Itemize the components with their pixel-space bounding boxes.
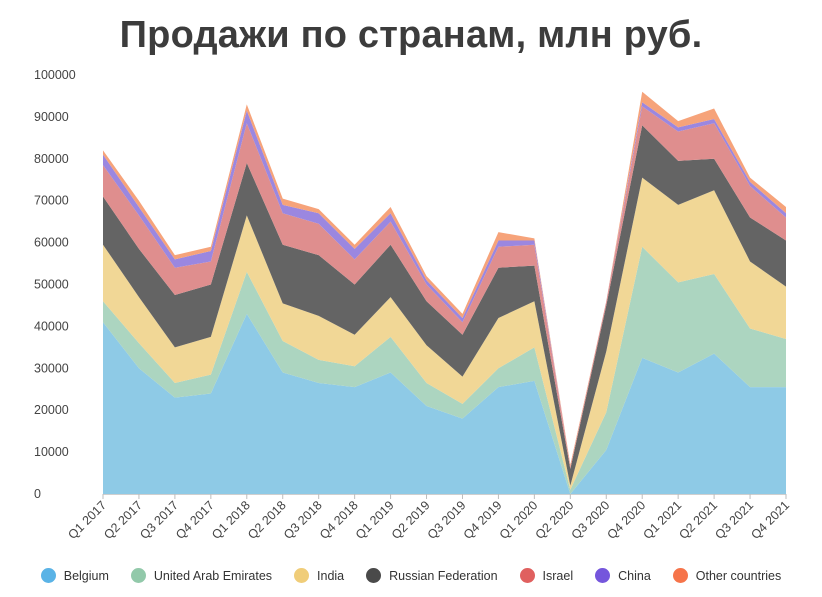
area-israel <box>103 106 786 469</box>
legend-item: Russian Federation <box>366 568 498 583</box>
y-tick-label: 20000 <box>34 403 69 417</box>
stacked-area-chart: 0 10000 20000 30000 40000 50000 60000 70000 8000… <box>34 68 792 542</box>
legend-label: United Arab Emirates <box>153 568 273 583</box>
legend-item: United Arab Emirates <box>130 568 273 583</box>
y-tick-label: 70000 <box>34 194 69 208</box>
x-tick-label: Q1 2018 <box>209 498 253 542</box>
x-tick-label: Q2 2019 <box>389 498 433 542</box>
y-tick-label: 60000 <box>34 236 69 250</box>
x-tick-label: Q3 2020 <box>569 498 613 542</box>
legend-item: India <box>294 568 344 583</box>
y-tick-label: 0 <box>34 487 41 501</box>
legend-item: China <box>595 568 651 583</box>
x-tick-label: Q4 2017 <box>173 498 217 542</box>
x-tick-label: Q2 2020 <box>533 498 577 542</box>
x-tick-label: Q1 2017 <box>65 498 109 542</box>
legend-item: Other countries <box>672 568 782 583</box>
legend-label: India <box>317 568 345 583</box>
legend-label: Other countries <box>695 568 782 583</box>
x-tick-label: Q3 2018 <box>281 498 325 542</box>
x-tick-label: Q4 2020 <box>605 498 649 542</box>
area-india <box>103 177 786 490</box>
x-tick-label: Q4 2019 <box>461 498 505 542</box>
y-tick-label: 100000 <box>34 68 76 82</box>
y-tick-label: 50000 <box>34 278 69 292</box>
legend-swatch <box>130 568 146 583</box>
y-tick-label: 80000 <box>34 152 69 166</box>
area-belgium <box>103 313 786 494</box>
legend-label: Israel <box>542 568 574 583</box>
legend-label: Russian Federation <box>389 568 498 583</box>
legend-swatch <box>672 568 688 583</box>
y-tick-label: 40000 <box>34 319 69 333</box>
legend-swatch <box>294 568 310 583</box>
x-tick-label: Q1 2020 <box>497 498 541 542</box>
legend: Belgium United Arab Emirates India Russian … <box>0 568 822 583</box>
x-tick-label: Q4 2021 <box>748 498 792 542</box>
x-tick-label: Q3 2019 <box>425 498 469 542</box>
legend-label: China <box>618 568 651 583</box>
legend-swatch <box>40 568 56 583</box>
series-areas <box>103 91 786 494</box>
y-tick-label: 90000 <box>34 110 69 124</box>
x-tick-label: Q1 2019 <box>353 498 397 542</box>
x-tick-label: Q4 2018 <box>317 498 361 542</box>
legend-label: Belgium <box>63 568 109 583</box>
chart-title: Продажи по странам, млн руб. <box>119 14 703 56</box>
legend-swatch <box>366 568 382 583</box>
x-tick-label: Q2 2018 <box>245 498 289 542</box>
legend-item: Belgium <box>40 568 109 583</box>
x-tick-label: Q2 2021 <box>676 498 720 542</box>
x-tick-label: Q3 2021 <box>712 498 756 542</box>
legend-swatch <box>595 568 611 583</box>
x-tick-label: Q2 2017 <box>101 498 145 542</box>
legend-item: Israel <box>519 568 574 583</box>
x-tick-label: Q3 2017 <box>137 498 181 542</box>
x-tick-label: Q1 2021 <box>640 498 684 542</box>
legend-swatch <box>519 568 535 583</box>
y-tick-label: 30000 <box>34 361 69 375</box>
y-tick-label: 10000 <box>34 445 69 459</box>
